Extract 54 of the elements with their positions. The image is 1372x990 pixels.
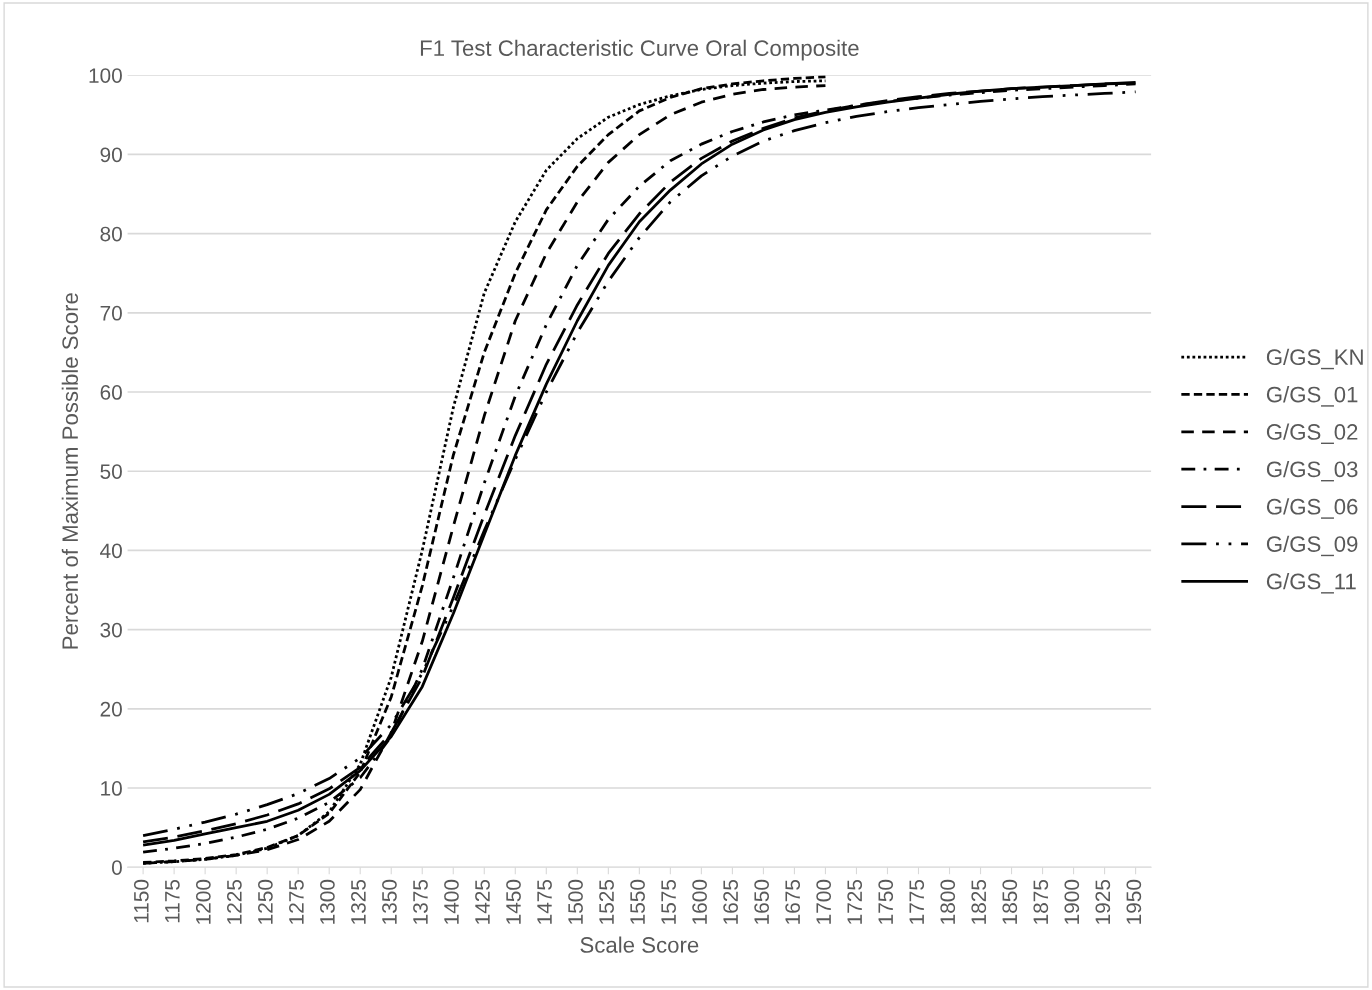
legend-label: G/GS_01: [1266, 386, 1358, 407]
x-tick-label: 1575: [661, 879, 676, 924]
x-tick-label: 1675: [785, 879, 801, 924]
x-tick-label: 1400: [444, 879, 459, 924]
y-tick-label: 100: [89, 68, 122, 83]
x-tick-label: 1200: [195, 879, 211, 924]
x-tick-label: 1275: [289, 879, 304, 924]
x-tick-label: 1900: [1064, 879, 1080, 924]
x-axis-title: Scale Score: [580, 936, 699, 953]
x-tick-label: 1475: [537, 879, 552, 924]
x-tick-label: 1825: [971, 879, 987, 924]
x-tick-label: 1950: [1126, 879, 1142, 924]
x-tick-label: 1700: [816, 879, 832, 924]
x-tick-label: 1625: [723, 879, 738, 924]
x-tick-label: 1450: [506, 879, 521, 924]
legend-label: G/GS_KN: [1266, 348, 1363, 370]
x-tick-label: 1225: [226, 879, 242, 924]
x-tick-label: 1350: [382, 879, 397, 924]
legend-label: G/GS_11: [1266, 573, 1356, 594]
x-tick-label: 1550: [630, 879, 645, 924]
legend-label: G/GS_06: [1266, 498, 1358, 519]
y-tick-label: 10: [101, 781, 122, 796]
x-tick-label: 1800: [940, 879, 956, 924]
x-tick-label: 1875: [1033, 879, 1049, 924]
x-tick-label: 1325: [351, 879, 366, 924]
x-tick-label: 1175: [165, 879, 180, 923]
x-tick-label: 1600: [692, 879, 707, 924]
x-tick-label: 1850: [1002, 879, 1018, 924]
x-tick-label: 1150: [133, 879, 149, 923]
y-tick-label: 0: [111, 860, 122, 875]
x-tick-label: 1250: [258, 879, 273, 924]
legend-label: G/GS_02: [1266, 423, 1358, 445]
y-tick-label: 50: [100, 464, 122, 479]
x-tick-label: 1925: [1095, 879, 1111, 924]
x-tick-label: 1750: [878, 879, 894, 924]
y-axis-title: Percent of Maximum Possible Score: [61, 293, 79, 649]
y-tick-label: 60: [100, 385, 122, 400]
x-tick-label: 1300: [320, 879, 335, 924]
legend-label: G/GS_03: [1266, 460, 1358, 482]
y-tick-label: 80: [100, 226, 122, 242]
x-tick-label: 1775: [909, 879, 925, 924]
x-tick-label: 1375: [413, 879, 428, 924]
x-tick-label: 1425: [475, 879, 490, 924]
y-tick-label: 40: [100, 543, 122, 559]
y-tick-label: 30: [100, 622, 122, 638]
y-tick-label: 90: [100, 147, 122, 163]
y-tick-label: 20: [100, 701, 122, 717]
chart-title: F1 Test Characteristic Curve Oral Composite: [420, 39, 859, 61]
x-tick-label: 1525: [599, 879, 614, 924]
x-tick-label: 1500: [568, 879, 583, 924]
x-tick-label: 1725: [847, 879, 863, 924]
legend-label: G/GS_09: [1266, 535, 1358, 557]
x-tick-label: 1650: [754, 879, 770, 924]
y-tick-label: 70: [100, 305, 122, 321]
